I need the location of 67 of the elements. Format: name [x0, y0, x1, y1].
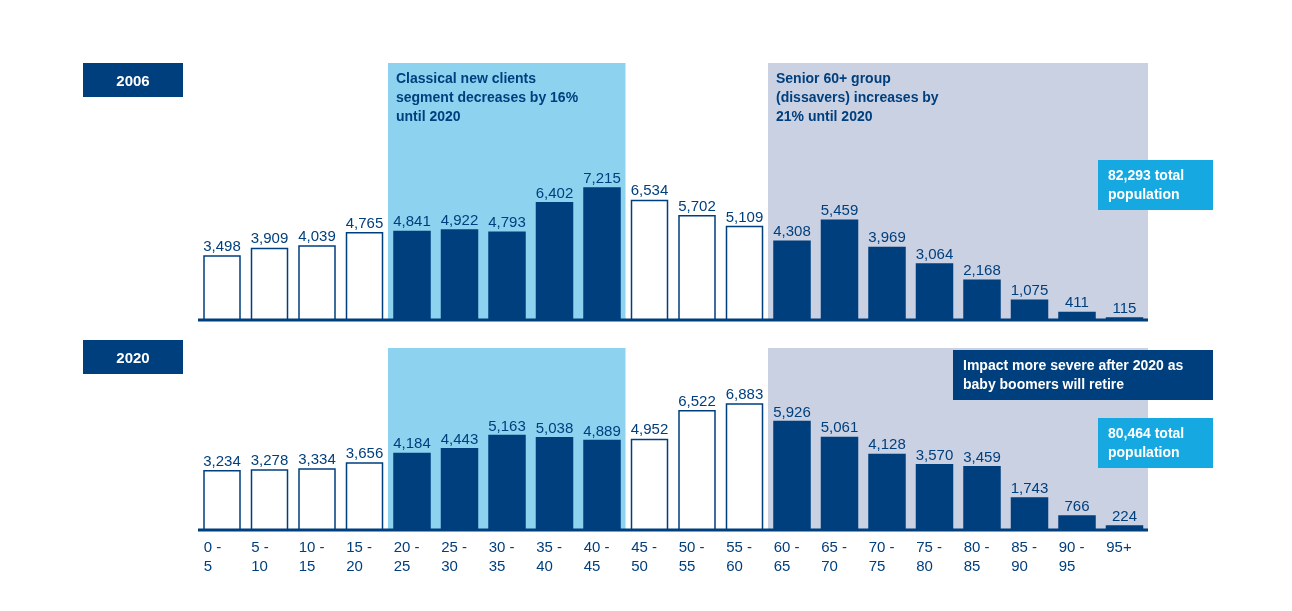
- data-label: 4,039: [298, 227, 336, 245]
- x-tick-label: 60 - 65: [773, 538, 800, 574]
- data-label: 2,168: [963, 261, 1001, 279]
- data-label: 5,061: [820, 418, 859, 436]
- data-label: 115: [1112, 298, 1137, 316]
- x-tick-label: 75 - 80: [916, 538, 943, 574]
- data-label: 5,163: [488, 416, 526, 434]
- x-tick-label: 50 - 55: [678, 538, 705, 574]
- data-label: 4,922: [440, 210, 479, 228]
- chart-title: 2020: [83, 340, 183, 374]
- data-label: 4,889: [583, 421, 621, 439]
- x-tick-label: 0 - 5: [203, 538, 222, 574]
- x-tick-label: 55 - 60: [726, 538, 753, 574]
- data-label: 3,334: [298, 450, 336, 467]
- data-label: 411: [1065, 293, 1089, 311]
- x-tick-label: 40 - 45: [583, 538, 610, 574]
- data-label: 4,443: [440, 429, 479, 447]
- data-label: 4,765: [345, 213, 384, 231]
- x-tick-label: 10 - 15: [298, 538, 325, 574]
- x-tick-label: 35 - 40: [536, 538, 563, 574]
- x-tick-label: 20 - 25: [393, 538, 420, 574]
- x-tick-label: 70 - 75: [868, 538, 895, 574]
- data-label: 3,570: [915, 445, 954, 463]
- data-label: 4,841: [393, 212, 431, 230]
- x-tick-label: 65 - 70: [821, 538, 848, 574]
- x-tick-label: 25 - 30: [441, 538, 468, 574]
- data-label: 766: [1064, 496, 1090, 514]
- data-label: 5,926: [773, 402, 811, 420]
- data-label: 5,459: [820, 201, 859, 219]
- data-label: 4,308: [773, 222, 811, 240]
- data-label: 4,128: [868, 435, 906, 453]
- data-label: 3,969: [868, 228, 906, 246]
- data-label: 5,038: [535, 418, 574, 436]
- x-tick-label: 15 - 20: [346, 538, 373, 574]
- chart-title: 2006: [83, 63, 183, 97]
- data-label: 3,234: [203, 451, 241, 469]
- data-label: 3,459: [963, 447, 1001, 465]
- data-label: 6,883: [725, 385, 764, 403]
- data-label: 6,522: [678, 391, 716, 409]
- data-label: 4,793: [488, 213, 526, 231]
- data-label: 5,702: [678, 196, 716, 214]
- data-label: 4,184: [393, 434, 431, 452]
- x-tick-label: 90 - 95: [1058, 538, 1085, 574]
- x-tick-label: 5 - 10: [251, 538, 269, 574]
- band-label: Classical new clients segment decreases by 16% until 2020: [396, 70, 579, 124]
- data-label: 224: [1111, 506, 1138, 524]
- data-label: 5,109: [725, 207, 764, 225]
- band-label: Senior 60+ group (dissavers) increases by 21% until 2020: [776, 70, 939, 124]
- x-tick-label: 95+: [1106, 538, 1132, 555]
- annotation: 82,293 total population: [1098, 160, 1213, 210]
- data-label: 1,075: [1010, 281, 1049, 299]
- x-tick-label: 30 - 35: [488, 538, 515, 574]
- x-tick-label: 80 - 85: [963, 538, 990, 574]
- data-label: 3,656: [345, 444, 384, 462]
- data-label: 3,064: [915, 244, 954, 262]
- x-tick-label: 45 - 50: [631, 538, 658, 574]
- text: Impact more severe after 2020 as baby boomers will retire: [953, 350, 1213, 400]
- data-label: 3,498: [203, 237, 241, 254]
- data-label: 6,402: [535, 183, 574, 201]
- x-tick-label: 85 - 90: [1011, 538, 1038, 574]
- data-label: 4,952: [630, 420, 669, 438]
- data-label: 6,534: [630, 181, 669, 199]
- data-label: 3,909: [250, 229, 289, 247]
- annotation: 80,464 total population: [1098, 418, 1213, 468]
- data-label: 1,743: [1010, 479, 1049, 497]
- data-label: 3,278: [250, 451, 289, 469]
- data-label: 7,215: [583, 169, 621, 186]
